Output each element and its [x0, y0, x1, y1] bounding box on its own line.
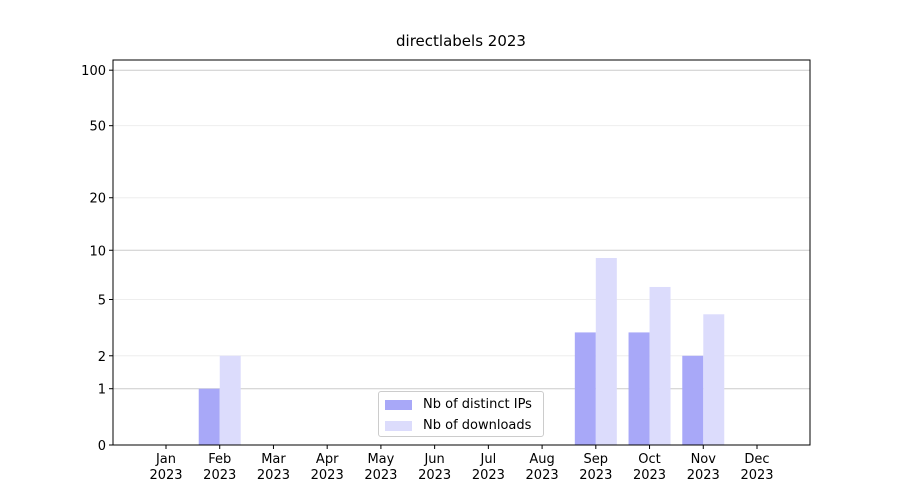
x-tick-label: Oct 2023	[632, 452, 667, 483]
bar	[219, 355, 241, 445]
legend-label: Nb of distinct IPs	[423, 397, 532, 412]
plot-frame	[112, 59, 811, 446]
y-tick-label: 10	[89, 244, 106, 259]
x-tick-label: Aug 2023	[525, 452, 559, 483]
x-tick-label: Sep 2023	[579, 452, 613, 483]
legend-swatch	[385, 420, 412, 431]
legend: Nb of distinct IPs Nb of downloads	[378, 391, 544, 437]
y-tick-label: 50	[89, 120, 106, 135]
bar	[682, 355, 704, 445]
y-tick-label: 5	[98, 293, 106, 308]
y-tick-label: 0	[98, 439, 106, 454]
y-tick-label: 1	[98, 383, 106, 398]
legend-item: Nb of distinct IPs	[385, 396, 532, 414]
bar	[649, 286, 671, 445]
x-tick-label: Jan 2023	[149, 452, 183, 483]
x-tick-label: Feb 2023	[203, 452, 237, 483]
x-tick-label: Mar 2023	[256, 452, 290, 483]
x-tick-label: Dec 2023	[740, 452, 774, 483]
bar	[628, 332, 650, 445]
bar	[198, 388, 220, 445]
legend-item: Nb of downloads	[385, 417, 531, 435]
bar	[703, 314, 725, 445]
bar	[595, 257, 617, 445]
y-tick-label: 20	[89, 192, 106, 207]
y-tick-label: 2	[98, 350, 106, 365]
bar	[574, 332, 596, 445]
x-tick-label: Jun 2023	[418, 452, 452, 483]
y-tick-label: 100	[81, 64, 106, 79]
x-tick-label: May 2023	[364, 452, 398, 483]
legend-swatch	[385, 399, 412, 410]
chart-title: directlabels 2023	[396, 32, 526, 50]
legend-label: Nb of downloads	[423, 418, 532, 433]
x-tick-label: Jul 2023	[471, 452, 505, 483]
x-tick-label: Nov 2023	[686, 452, 720, 483]
x-tick-label: Apr 2023	[310, 452, 344, 483]
